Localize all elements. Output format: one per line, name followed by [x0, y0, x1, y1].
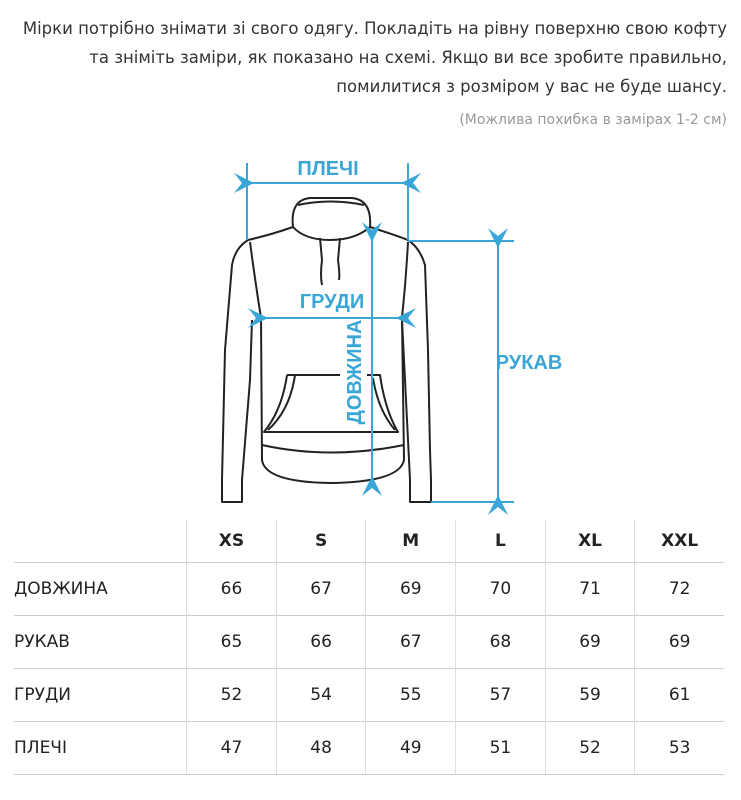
- table-row: ГРУДИ 52 54 55 57 59 61: [14, 668, 724, 722]
- cell: 65: [186, 615, 277, 669]
- cell: 69: [365, 562, 456, 616]
- row-label: ПЛЕЧІ: [14, 721, 187, 775]
- cell: 49: [365, 721, 456, 775]
- cell: 66: [186, 562, 277, 616]
- cell: 57: [455, 668, 546, 722]
- cell: 67: [275, 562, 366, 616]
- shoulders-label: ПЛЕЧІ: [297, 158, 358, 180]
- size-header: S: [275, 520, 366, 563]
- cell: 52: [186, 668, 277, 722]
- size-header: M: [365, 520, 456, 563]
- chest-label: ГРУДИ: [300, 291, 364, 313]
- cell: 69: [634, 615, 724, 669]
- size-header: XXL: [634, 520, 724, 563]
- hoodie-measurement-diagram: ПЛЕЧІ ГРУДИ ДОВЖИНА РУКАВ: [221, 158, 563, 515]
- table-row: ДОВЖИНА 66 67 69 70 71 72: [14, 562, 724, 616]
- cell: 72: [634, 562, 724, 616]
- measurement-lines: [234, 163, 514, 515]
- size-table: XS S M L XL XXL ДОВЖИНА 66 67 69 70 71 7…: [14, 520, 724, 775]
- cell: 68: [455, 615, 546, 669]
- sleeve-label: РУКАВ: [496, 352, 563, 374]
- cell: 69: [544, 615, 635, 669]
- cell: 61: [634, 668, 724, 722]
- table-row: ПЛЕЧІ 47 48 49 51 52 53: [14, 721, 724, 775]
- row-label: ДОВЖИНА: [14, 562, 187, 616]
- hoodie-outline: [221, 197, 432, 503]
- cell: 52: [544, 721, 635, 775]
- row-label: ГРУДИ: [14, 668, 187, 722]
- size-header: XS: [186, 520, 277, 563]
- size-header: L: [455, 520, 546, 563]
- cell: 59: [544, 668, 635, 722]
- cell: 53: [634, 721, 724, 775]
- size-header: XL: [544, 520, 635, 563]
- size-header-row: XS S M L XL XXL: [14, 520, 724, 563]
- measurement-note: (Можлива похибка в замірах 1-2 см): [459, 112, 727, 128]
- table-row: РУКАВ 65 66 67 68 69 69: [14, 615, 724, 669]
- cell: 54: [275, 668, 366, 722]
- cell: 51: [455, 721, 546, 775]
- cell: 48: [275, 721, 366, 775]
- cell: 67: [365, 615, 456, 669]
- cell: 70: [455, 562, 546, 616]
- cell: 71: [544, 562, 635, 616]
- intro-text: Мірки потрібно знімати зі свого одягу. П…: [22, 19, 727, 96]
- cell: 47: [186, 721, 277, 775]
- row-label: РУКАВ: [14, 615, 187, 669]
- cell: 66: [275, 615, 366, 669]
- length-label: ДОВЖИНА: [344, 320, 366, 425]
- cell: 55: [365, 668, 456, 722]
